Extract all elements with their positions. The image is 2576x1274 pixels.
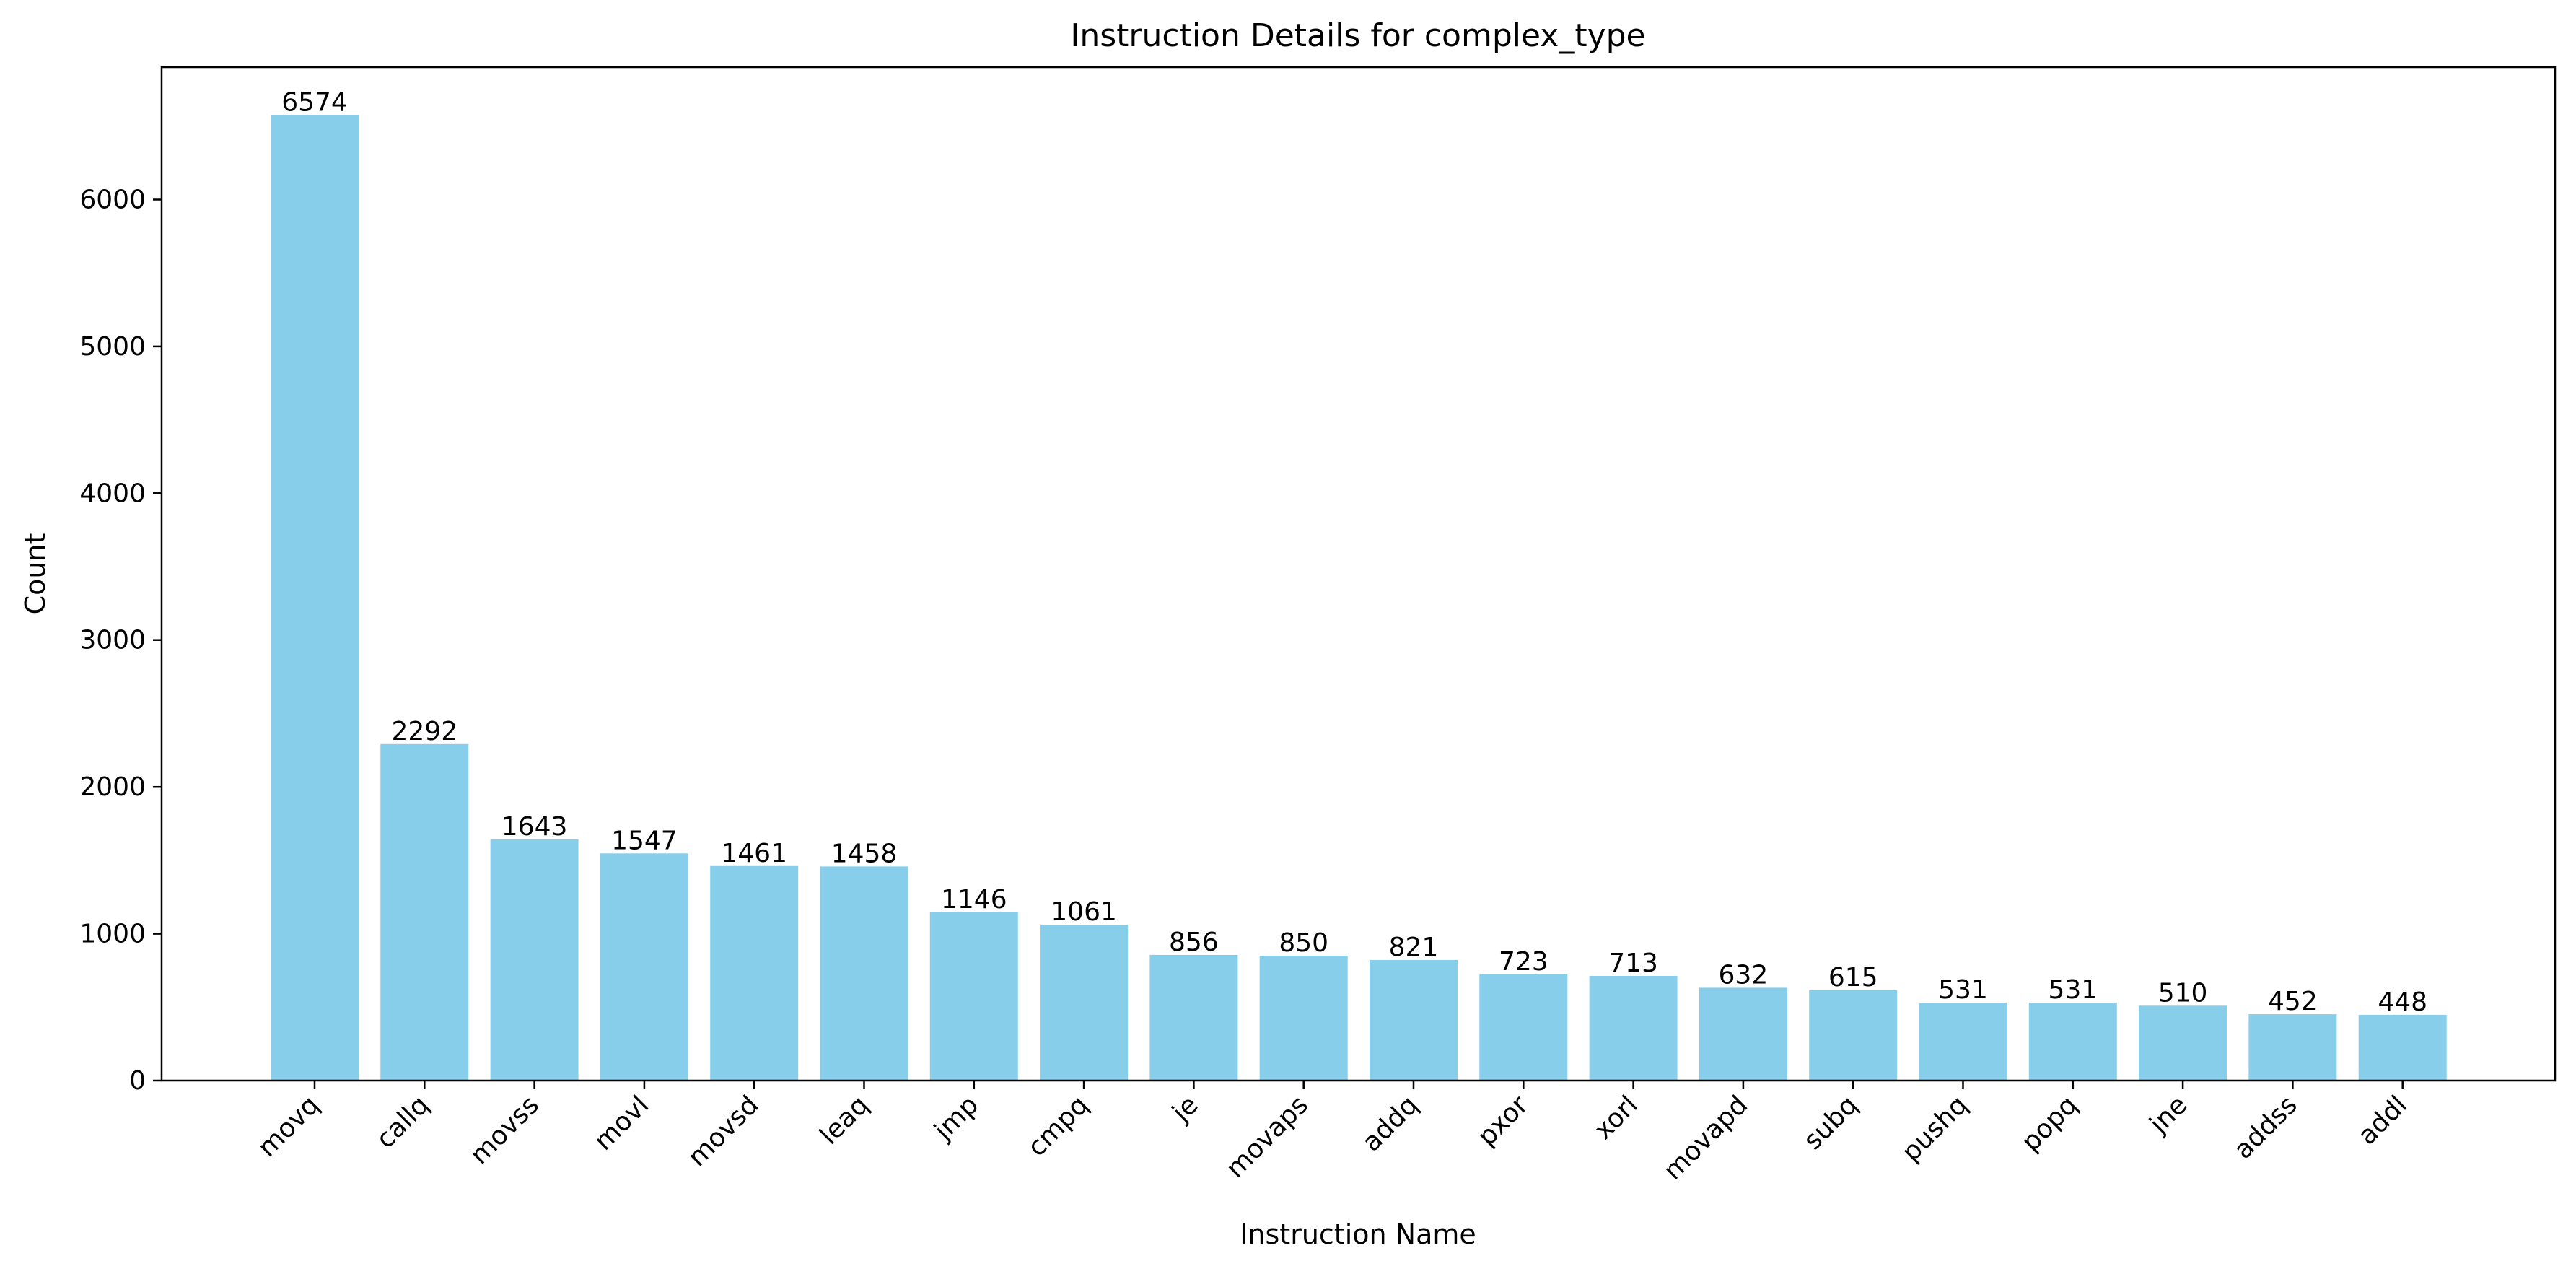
bar-jne: [2139, 1005, 2227, 1081]
x-tick-label-movq: movq: [253, 1090, 325, 1163]
bar-value-label-cmpq: 1061: [1051, 897, 1117, 927]
x-tick-label-cmpq: cmpq: [1022, 1090, 1094, 1162]
x-tick-label-je: je: [1166, 1090, 1204, 1127]
y-tick-label-2000: 2000: [79, 772, 146, 802]
bar-addl: [2358, 1014, 2447, 1081]
bar-value-label-movsd: 1461: [721, 839, 787, 868]
y-tick-label-6000: 6000: [79, 186, 146, 215]
y-tick-label-3000: 3000: [79, 626, 146, 655]
bar-value-label-xorl: 713: [1608, 948, 1658, 978]
bar-jmp: [929, 912, 1018, 1081]
x-tick-label-jne: jne: [2144, 1090, 2194, 1140]
x-tick-label-movapd: movapd: [1658, 1090, 1753, 1185]
x-tick-label-jmp: jmp: [928, 1090, 984, 1146]
bar-value-label-jmp: 1146: [941, 885, 1007, 915]
bar-cmpq: [1040, 925, 1129, 1081]
bar-value-label-callq: 2292: [391, 717, 457, 746]
bar-value-label-leaq: 1458: [831, 839, 898, 868]
bar-value-label-addss: 452: [2268, 987, 2318, 1016]
bar-value-label-je: 856: [1169, 928, 1219, 957]
bar-addq: [1370, 960, 1458, 1081]
bar-movaps: [1259, 956, 1348, 1081]
bar-popq: [2028, 1003, 2117, 1081]
bar-subq: [1809, 990, 1898, 1081]
bar-value-label-jne: 510: [2158, 978, 2208, 1008]
bar-movsd: [710, 865, 799, 1081]
bar-labels-layer: 6574 2292 1643 1547 1461 1458 1146 1061 856 850 82…: [281, 88, 2427, 1017]
x-tick-label-movl: movl: [589, 1090, 655, 1156]
bar-addss: [2248, 1014, 2337, 1081]
x-tick-label-pxor: pxor: [1472, 1090, 1534, 1152]
x-tick-label-subq: subq: [1798, 1090, 1864, 1156]
bar-movq: [271, 115, 359, 1081]
bar-value-label-pxor: 723: [1499, 947, 1548, 977]
x-axis-label: Instruction Name: [1240, 1218, 1476, 1250]
y-axis-label: Count: [19, 533, 51, 615]
x-tick-label-xorl: xorl: [1589, 1090, 1644, 1145]
bar-movss: [490, 839, 579, 1081]
x-tick-label-addss: addss: [2228, 1090, 2303, 1164]
bar-value-label-subq: 615: [1828, 963, 1878, 992]
x-tick-label-movsd: movsd: [683, 1090, 765, 1172]
bar-value-label-movq: 6574: [281, 88, 348, 118]
bars-layer: [271, 115, 2447, 1081]
plot-frame: [160, 66, 2557, 1082]
bar-callq: [380, 743, 469, 1081]
x-tick-label-movss: movss: [465, 1090, 545, 1170]
bar-value-label-addl: 448: [2378, 987, 2427, 1017]
chart-title: Instruction Details for complex_type: [1070, 17, 1645, 54]
y-tick-label-0: 0: [129, 1066, 146, 1096]
bar-value-label-popq: 531: [2048, 975, 2098, 1005]
bar-value-label-pushq: 531: [1938, 975, 1988, 1005]
x-axis: movq callq movss movl movsd leaq jmp cmpq je mova…: [253, 1081, 2413, 1186]
bar-value-label-movaps: 850: [1279, 928, 1328, 958]
y-tick-label-4000: 4000: [79, 479, 146, 508]
bar-value-label-movss: 1643: [501, 812, 568, 842]
bar-pxor: [1479, 974, 1568, 1081]
bar-value-label-movapd: 632: [1719, 960, 1769, 990]
bar-value-label-addq: 821: [1389, 933, 1439, 962]
bar-value-label-movl: 1547: [611, 826, 678, 855]
x-tick-label-leaq: leaq: [814, 1090, 874, 1150]
x-tick-label-callq: callq: [371, 1090, 435, 1154]
bar-pushq: [1919, 1003, 2007, 1081]
y-axis: 0 1000 2000 3000 4000 5000 6000: [79, 186, 162, 1096]
x-tick-label-movaps: movaps: [1221, 1090, 1314, 1183]
bar-movl: [600, 853, 688, 1081]
bar-movapd: [1699, 987, 1787, 1081]
x-tick-label-pushq: pushq: [1896, 1090, 1973, 1167]
x-tick-label-popq: popq: [2016, 1090, 2083, 1157]
bar-je: [1149, 954, 1238, 1081]
x-tick-label-addl: addl: [2352, 1090, 2413, 1151]
y-tick-label-1000: 1000: [79, 920, 146, 949]
x-tick-label-addq: addq: [1357, 1090, 1424, 1157]
y-tick-label-5000: 5000: [79, 332, 146, 362]
bar-xorl: [1589, 976, 1678, 1081]
bar-leaq: [820, 866, 908, 1081]
